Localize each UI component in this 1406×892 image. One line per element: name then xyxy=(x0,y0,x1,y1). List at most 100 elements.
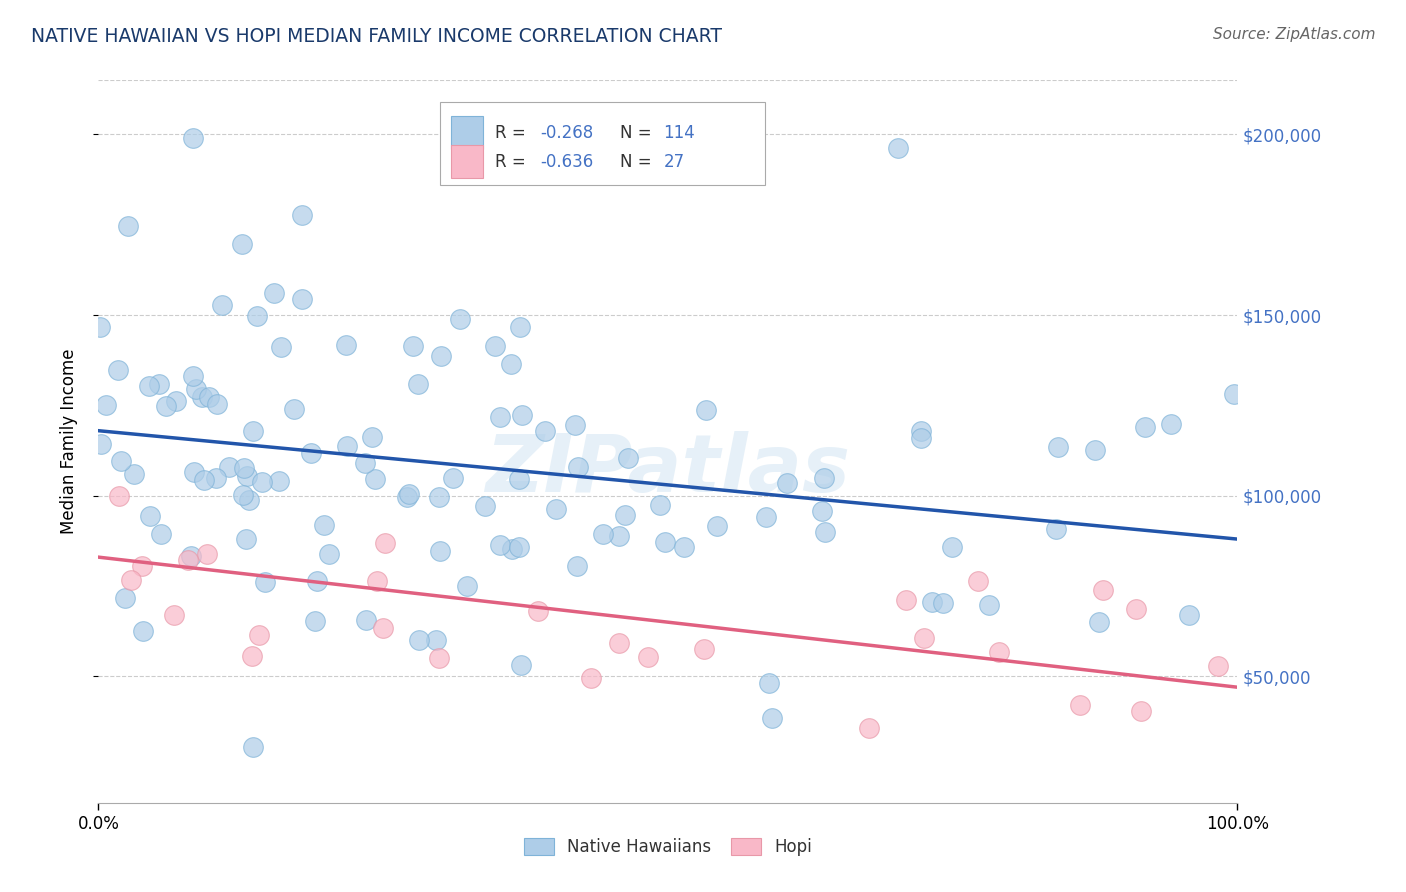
Point xyxy=(242,425,264,439)
Point xyxy=(364,472,387,486)
Point xyxy=(205,397,228,411)
Point xyxy=(1084,443,1107,458)
Point xyxy=(307,574,329,589)
Point xyxy=(474,499,496,513)
Point xyxy=(318,547,340,561)
Point xyxy=(176,552,198,566)
Point xyxy=(354,613,377,627)
Point xyxy=(242,740,264,755)
Point xyxy=(1069,698,1091,712)
Text: 27: 27 xyxy=(664,153,685,170)
Point xyxy=(637,649,659,664)
Text: NATIVE HAWAIIAN VS HOPI MEDIAN FAMILY INCOME CORRELATION CHART: NATIVE HAWAIIAN VS HOPI MEDIAN FAMILY IN… xyxy=(31,27,721,45)
Point xyxy=(614,508,637,522)
Point xyxy=(1125,602,1147,616)
Point xyxy=(501,542,523,557)
Point xyxy=(941,540,963,554)
Point xyxy=(609,636,631,650)
Point xyxy=(509,320,531,334)
Point xyxy=(429,543,451,558)
Point xyxy=(966,574,988,588)
Point xyxy=(267,474,290,488)
Text: R =: R = xyxy=(495,124,530,142)
Point xyxy=(1178,608,1201,623)
Point xyxy=(180,549,202,563)
Point xyxy=(565,559,588,574)
Point xyxy=(114,591,136,605)
Point xyxy=(814,524,837,539)
Point xyxy=(354,456,377,470)
Point xyxy=(441,471,464,485)
Point xyxy=(425,632,447,647)
Point xyxy=(138,378,160,392)
Point xyxy=(488,538,510,552)
Point xyxy=(183,465,205,479)
Point xyxy=(107,363,129,377)
Point xyxy=(509,658,531,673)
Text: 114: 114 xyxy=(664,124,695,142)
Text: R =: R = xyxy=(495,153,530,170)
Point xyxy=(564,417,586,432)
Point xyxy=(607,529,630,543)
Point xyxy=(510,408,533,422)
Point xyxy=(896,593,918,607)
Point xyxy=(484,339,506,353)
Point xyxy=(508,541,530,555)
Text: N =: N = xyxy=(620,153,657,170)
Point xyxy=(648,498,671,512)
Point xyxy=(374,536,396,550)
Point xyxy=(366,574,388,588)
Point xyxy=(314,518,336,533)
Point xyxy=(232,488,254,502)
Point xyxy=(373,621,395,635)
Point xyxy=(987,645,1010,659)
Point xyxy=(89,320,111,334)
Point xyxy=(427,490,450,504)
Point xyxy=(90,437,112,451)
Point xyxy=(527,604,550,618)
Point xyxy=(499,357,522,371)
Point xyxy=(579,671,602,685)
FancyBboxPatch shape xyxy=(451,145,484,178)
Point xyxy=(695,402,717,417)
Point xyxy=(979,598,1001,612)
Point xyxy=(148,376,170,391)
Point xyxy=(361,430,384,444)
Point xyxy=(1208,658,1230,673)
Point xyxy=(910,424,932,438)
Point xyxy=(120,573,142,587)
Point xyxy=(299,446,322,460)
FancyBboxPatch shape xyxy=(440,102,765,185)
Point xyxy=(761,711,783,725)
Point xyxy=(117,219,139,234)
Point xyxy=(567,459,589,474)
Point xyxy=(406,376,429,391)
Point xyxy=(198,390,221,404)
Point xyxy=(110,454,132,468)
Point xyxy=(932,596,955,610)
Text: ZIPatlas: ZIPatlas xyxy=(485,432,851,509)
Point xyxy=(489,410,512,425)
Text: Source: ZipAtlas.com: Source: ZipAtlas.com xyxy=(1212,27,1375,42)
Point xyxy=(508,472,530,486)
Point xyxy=(218,460,240,475)
Point xyxy=(910,431,932,445)
Point xyxy=(132,624,155,639)
Point xyxy=(1222,387,1244,401)
Point xyxy=(1045,523,1067,537)
Point xyxy=(290,293,312,307)
Point xyxy=(1130,704,1153,718)
Legend: Native Hawaiians, Hopi: Native Hawaiians, Hopi xyxy=(517,831,818,863)
Point xyxy=(96,398,118,412)
Point xyxy=(253,574,276,589)
Point xyxy=(912,631,935,645)
Point xyxy=(211,298,233,312)
FancyBboxPatch shape xyxy=(451,116,484,149)
Point xyxy=(1046,440,1069,454)
Point xyxy=(155,400,177,414)
Point xyxy=(270,340,292,354)
Point xyxy=(240,649,263,664)
Point xyxy=(181,369,204,384)
Point xyxy=(755,510,778,524)
Point xyxy=(291,208,314,222)
